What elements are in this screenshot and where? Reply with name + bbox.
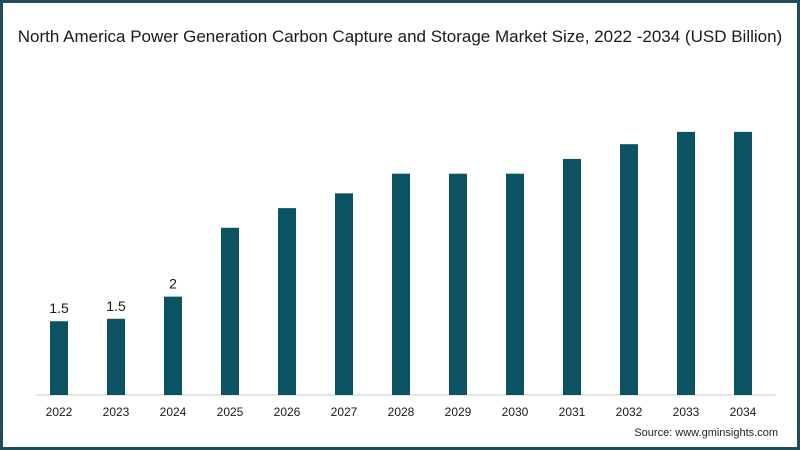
x-tick-label: 2033 [673,405,700,419]
x-tick-label: 2022 [46,405,73,419]
source-note: Source: www.gminsights.com [634,427,778,439]
data-label: 1.5 [49,300,69,316]
bar-2034 [734,131,752,395]
x-tick-label: 2027 [331,405,358,419]
data-label: 1.5 [106,298,126,314]
bar-2031 [563,158,581,395]
bar-2023 [107,318,125,395]
x-tick-label: 2029 [445,405,472,419]
x-tick-label: 2023 [103,405,130,419]
x-tick-label: 2031 [559,405,586,419]
bar-2024 [164,296,182,395]
bar-2027 [335,193,353,395]
x-tick-label: 2032 [616,405,643,419]
bar-2026 [278,208,296,395]
bar-2032 [620,144,638,395]
x-tick-label: 2024 [160,405,187,419]
bar-2025 [221,227,239,395]
bar-2022 [50,321,68,395]
bar-2029 [449,173,467,395]
chart-title: North America Power Generation Carbon Ca… [17,27,783,46]
data-label: 2 [169,276,177,292]
bar-2033 [677,131,695,395]
bar-2028 [392,173,410,395]
x-tick-label: 2028 [388,405,415,419]
bar-2030 [506,173,524,395]
x-tick-label: 2030 [502,405,529,419]
x-tick-label: 2034 [730,405,757,419]
x-tick-label: 2025 [217,405,244,419]
x-tick-label: 2026 [274,405,301,419]
